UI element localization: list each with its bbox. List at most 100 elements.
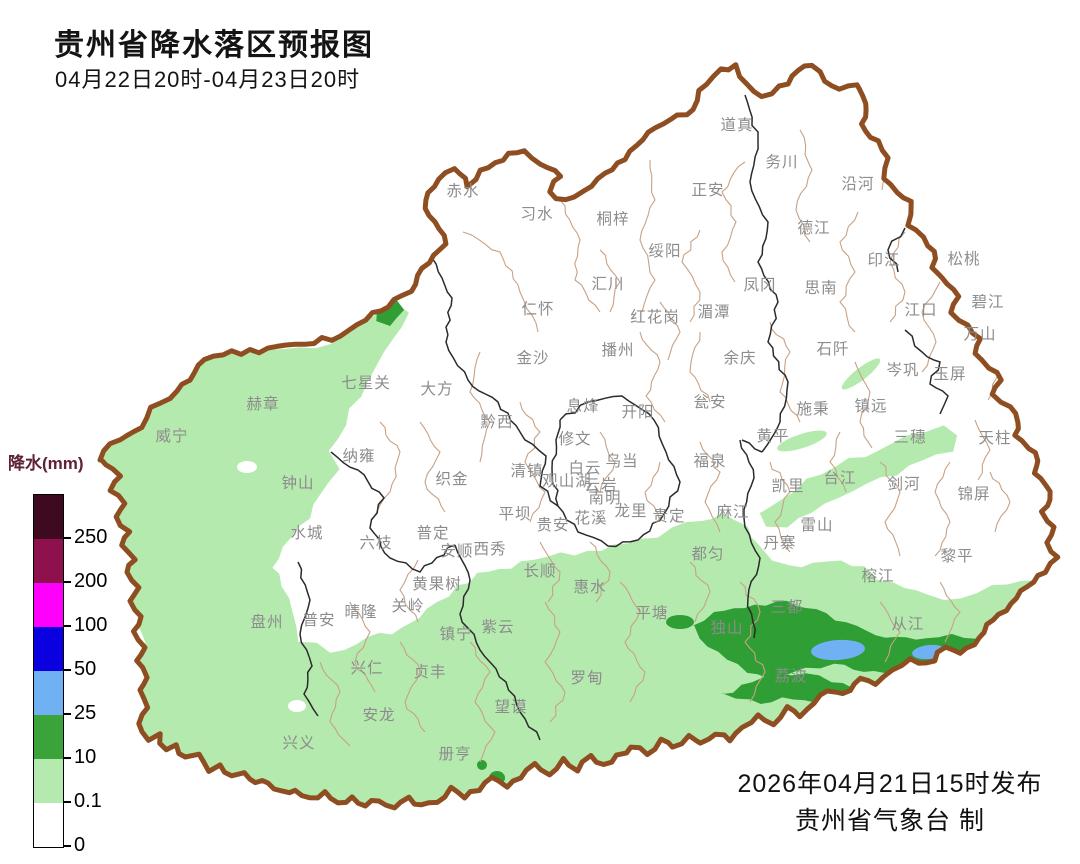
county-boundary xyxy=(599,431,616,493)
county-label: 桐梓 xyxy=(596,210,629,228)
county-label: 天柱 xyxy=(978,429,1011,447)
county-label: 龙里 xyxy=(614,502,647,520)
county-label: 贞丰 xyxy=(413,663,446,681)
county-label: 三穗 xyxy=(893,428,926,446)
county-boundary xyxy=(349,601,376,693)
county-boundary xyxy=(721,161,746,283)
county-label: 独山 xyxy=(710,619,743,637)
county-label: 息烽 xyxy=(566,397,599,415)
county-label: 松桃 xyxy=(947,250,980,268)
county-label: 大方 xyxy=(420,380,453,398)
county-boundary xyxy=(462,231,539,333)
county-label: 贵安 xyxy=(536,516,569,534)
county-boundary xyxy=(559,199,601,313)
issue-info: 2026年04月21日15时发布 贵州省气象台 制 xyxy=(720,766,1060,840)
county-boundary xyxy=(739,581,766,703)
county-label: 紫云 xyxy=(481,618,514,636)
county-boundary xyxy=(989,471,1011,533)
county-label: 正安 xyxy=(691,181,724,199)
county-label: 石阡 xyxy=(816,340,849,358)
county-label: 水城 xyxy=(290,524,323,542)
county-label: 钟山 xyxy=(281,474,314,492)
county-boundary xyxy=(639,331,666,423)
county-boundary xyxy=(699,441,721,533)
county-label: 册亨 xyxy=(438,745,471,763)
county-label: 榕江 xyxy=(861,567,894,585)
county-label: 凤冈 xyxy=(743,277,776,294)
county-label: 习水 xyxy=(520,205,553,223)
county-label: 兴仁 xyxy=(350,659,383,677)
county-label: 丹寨 xyxy=(763,534,796,552)
county-label: 剑河 xyxy=(887,475,920,493)
county-boundary xyxy=(889,231,906,323)
prefecture-boundary xyxy=(551,395,681,548)
county-label: 玉屏 xyxy=(933,366,966,383)
county-label: 威宁 xyxy=(155,427,188,445)
rain-area-green-G1 xyxy=(376,297,405,326)
county-label: 红花岗 xyxy=(630,308,680,326)
county-label: 开阳 xyxy=(621,403,654,421)
prefecture-boundary xyxy=(741,439,763,453)
county-label: 碧江 xyxy=(971,293,1004,311)
county-label: 锦屏 xyxy=(957,485,990,503)
county-label: 七星关 xyxy=(341,374,391,392)
county-label: 德江 xyxy=(797,219,830,237)
county-label: 平坝 xyxy=(498,505,531,523)
county-label: 盘州 xyxy=(250,612,283,631)
county-boundary xyxy=(689,561,711,623)
county-label: 六枝 xyxy=(359,534,392,552)
county-label: 安顺 xyxy=(440,542,473,560)
county-label: 镇远 xyxy=(854,397,887,415)
agency-credit: 贵州省气象台 制 xyxy=(795,807,985,835)
county-label: 凯里 xyxy=(771,477,804,495)
county-label: 三都 xyxy=(770,598,803,616)
county-label: 万山 xyxy=(963,325,996,343)
prefecture-boundary xyxy=(739,439,761,639)
county-label: 赤水 xyxy=(446,182,479,200)
county-boundary xyxy=(795,129,813,243)
county-label: 绥阳 xyxy=(648,242,681,260)
issue-time: 2026年04月21日15时发布 xyxy=(737,770,1043,798)
rain-streak-light xyxy=(777,430,827,452)
county-boundary xyxy=(939,581,961,643)
county-label: 晴隆 xyxy=(344,603,377,621)
county-boundary xyxy=(639,159,656,313)
county-label: 望谟 xyxy=(494,698,527,716)
province-border xyxy=(97,62,1061,811)
county-label: 云岩 xyxy=(584,476,617,494)
county-label: 黄平 xyxy=(756,427,789,445)
county-label: 清镇 xyxy=(510,462,543,480)
county-label: 黔西 xyxy=(480,413,513,431)
county-boundary xyxy=(419,421,446,513)
county-boundary xyxy=(689,331,711,403)
prefecture-boundary xyxy=(454,544,541,741)
county-label: 关岭 xyxy=(391,597,424,615)
county-boundary xyxy=(589,541,611,603)
county-label: 白云 xyxy=(568,459,601,477)
county-label: 安龙 xyxy=(362,706,395,724)
county-label: 湄潭 xyxy=(697,303,730,321)
county-boundary xyxy=(469,351,491,463)
county-label: 镇宁 xyxy=(439,625,472,643)
rain-core-blue xyxy=(811,639,865,661)
dry-patch xyxy=(237,461,257,473)
prefecture-boundary xyxy=(887,227,906,273)
county-boundary xyxy=(519,401,546,523)
county-boundary xyxy=(839,211,859,333)
county-label: 麻江 xyxy=(716,503,749,521)
county-label: 长顺 xyxy=(523,562,556,580)
prefecture-boundary xyxy=(330,451,456,573)
county-label: 赫章 xyxy=(246,395,279,413)
county-label: 南明 xyxy=(588,489,621,507)
county-label: 道真 xyxy=(720,116,753,134)
forecast-period: 04月22日20时-04月23日20时 xyxy=(55,67,361,92)
county-label: 平塘 xyxy=(635,604,668,622)
county-boundary xyxy=(829,431,847,493)
county-boundary xyxy=(544,601,566,723)
county-label: 罗甸 xyxy=(570,669,603,687)
county-label: 沿河 xyxy=(841,175,874,193)
county-label: 仁怀 xyxy=(521,300,554,318)
county-boundary xyxy=(769,321,801,423)
